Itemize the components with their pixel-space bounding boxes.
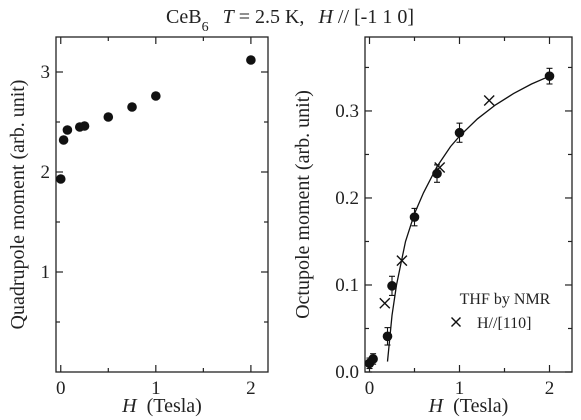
data-point [432, 168, 442, 179]
x-axis-title: H (Tesla) [428, 395, 509, 417]
data-point [454, 127, 465, 138]
cross-point [396, 255, 408, 267]
fit-curve [386, 75, 550, 362]
panel-1: 0 1 2 1 2 3 H (Tesla) Quadrupole moment (arb. un… [7, 36, 269, 417]
data-point [382, 331, 393, 342]
y-tick-label: 3 [41, 62, 51, 83]
y-axis-title: Octupole moment (arb. unit) [292, 90, 314, 319]
y-axis-title: Quadrupole moment (arb. unit) [7, 80, 29, 330]
data-point [387, 281, 397, 291]
data-point [79, 121, 90, 131]
data-point [58, 135, 69, 145]
panel-2: 0 1 2 0.0 0.1 0.2 0.3 H (Tesla) Octupole moment (… [292, 36, 573, 417]
plot-frame [364, 36, 573, 373]
x-tick-label: 1 [455, 378, 465, 399]
y-tick-label: 0.1 [335, 275, 359, 296]
x-tick-label: 0 [365, 378, 375, 399]
y-tick-label: 1 [41, 262, 51, 283]
plot-frame [55, 36, 269, 373]
y-tick-label: 0.3 [335, 101, 359, 122]
data-point [127, 102, 137, 112]
cross-point [379, 297, 391, 309]
figure-title: CeB6 T = 2.5 K, H // [-1 1 0] [166, 6, 414, 35]
y-tick-label: 2 [41, 162, 51, 183]
data-point [151, 91, 161, 101]
x-tick-label: 2 [246, 378, 256, 399]
x-axis-title: H (Tesla) [121, 395, 202, 417]
legend-entry: H//[110] [477, 315, 532, 332]
data-point [544, 71, 555, 81]
data-point [368, 354, 378, 364]
y-tick-label: 0.2 [335, 188, 359, 209]
x-tick-label: 2 [545, 378, 555, 399]
y-tick-label: 0.0 [335, 362, 359, 383]
legend-title: THF by NMR [460, 291, 551, 308]
data-point [246, 55, 256, 65]
data-point [55, 174, 66, 184]
cross-point [434, 162, 446, 174]
x-tick-label: 0 [56, 378, 66, 399]
x-tick-label: 1 [151, 378, 161, 399]
data-point [62, 125, 73, 135]
cross-point [483, 95, 495, 107]
data-point [103, 112, 114, 122]
data-point [409, 212, 420, 222]
legend-cross-icon [451, 317, 461, 327]
